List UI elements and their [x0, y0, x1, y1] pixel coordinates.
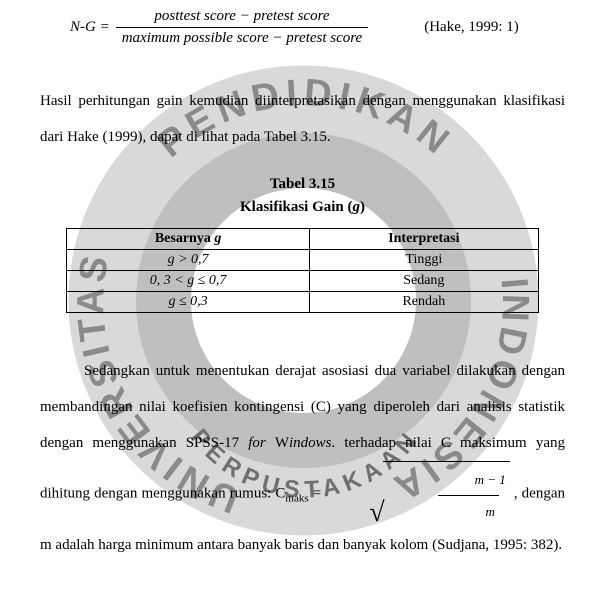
- gain-formula: N-G = posttest score − pretest score max…: [70, 8, 374, 47]
- inline-fraction: m − 1m: [429, 464, 508, 527]
- table-header-row: Besarnya g Interpretasi: [67, 229, 539, 250]
- range-cell: 0, 3 < g ≤ 0,7: [67, 271, 310, 292]
- range-cell: g > 0,7: [67, 250, 310, 271]
- para2-w: W: [275, 435, 289, 451]
- range-cell: g ≤ 0,3: [67, 292, 310, 313]
- gain-classification-table: Besarnya g Interpretasi g > 0,7 Tinggi 0…: [66, 228, 539, 313]
- page-content: N-G = posttest score − pretest score max…: [0, 0, 605, 563]
- formula-fraction: posttest score − pretest score maximum p…: [116, 8, 369, 47]
- header-besarnya: Besarnya g: [67, 229, 310, 250]
- radical-icon: √: [325, 499, 384, 527]
- table-title: Klasifikasi Gain (g): [40, 196, 565, 219]
- formula-denominator: maximum possible score − pretest score: [116, 27, 369, 47]
- formula-numerator: posttest score − pretest score: [148, 8, 335, 27]
- caption-text: Klasifikasi Gain (g): [240, 199, 365, 215]
- cmaks-sub: maks: [285, 493, 308, 505]
- formula-citation: (Hake, 1999: 1): [424, 19, 519, 36]
- paragraph-1: Hasil perhitungan gain kemudian diinterp…: [40, 83, 565, 155]
- paragraph-2: Sedangkan untuk menentukan derajat asosi…: [40, 353, 565, 563]
- interp-cell: Sedang: [309, 271, 538, 292]
- frac-num: m − 1: [429, 464, 508, 495]
- interp-cell: Rendah: [309, 292, 538, 313]
- formula-row: N-G = posttest score − pretest score max…: [70, 8, 565, 47]
- para2-italic-for: for: [248, 435, 275, 451]
- para2-italic-indows: indows: [289, 435, 332, 451]
- table-row: 0, 3 < g ≤ 0,7 Sedang: [67, 271, 539, 292]
- table-number: Tabel 3.15: [40, 173, 565, 196]
- sqrt-body: m − 1m: [383, 461, 510, 527]
- table-row: g > 0,7 Tinggi: [67, 250, 539, 271]
- table-caption: Tabel 3.15 Klasifikasi Gain (g): [40, 173, 565, 218]
- interp-cell: Tinggi: [309, 250, 538, 271]
- header-interpretasi: Interpretasi: [309, 229, 538, 250]
- frac-den: m: [438, 495, 499, 527]
- para2-eq: =: [309, 486, 326, 502]
- sqrt-expression: √ m − 1m: [325, 461, 510, 527]
- formula-lhs: N-G =: [70, 19, 110, 36]
- table-row: g ≤ 0,3 Rendah: [67, 292, 539, 313]
